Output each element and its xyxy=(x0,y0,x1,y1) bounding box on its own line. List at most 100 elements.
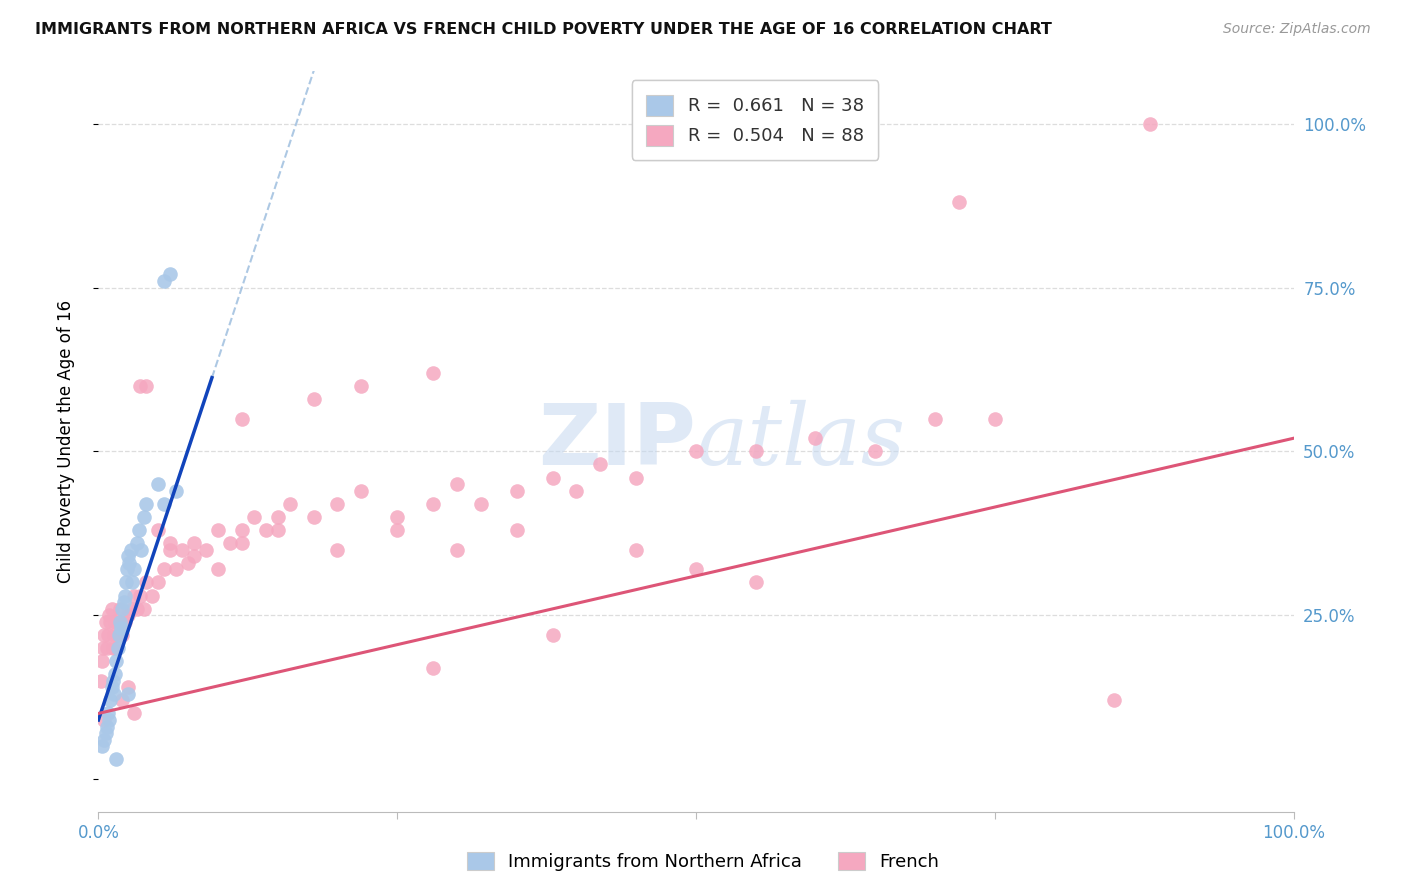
Point xyxy=(231,411,253,425)
Point xyxy=(626,542,648,557)
Point xyxy=(110,621,132,635)
Point xyxy=(506,523,529,537)
Point xyxy=(111,693,134,707)
Point xyxy=(105,640,128,655)
Point xyxy=(93,732,115,747)
Point xyxy=(207,523,229,537)
Point xyxy=(385,523,409,537)
Point xyxy=(278,497,301,511)
Point xyxy=(153,274,176,288)
Point xyxy=(100,680,122,694)
Point xyxy=(94,726,117,740)
Point xyxy=(326,542,349,557)
Point xyxy=(132,509,155,524)
Point xyxy=(100,601,122,615)
Point xyxy=(114,589,136,603)
Point xyxy=(101,640,124,655)
Point xyxy=(105,752,128,766)
Text: IMMIGRANTS FROM NORTHERN AFRICA VS FRENCH CHILD POVERTY UNDER THE AGE OF 16 CORR: IMMIGRANTS FROM NORTHERN AFRICA VS FRENC… xyxy=(35,22,1052,37)
Point xyxy=(626,470,648,484)
Point xyxy=(121,601,143,615)
Point xyxy=(135,575,157,590)
Point xyxy=(207,562,229,576)
Point xyxy=(565,483,588,498)
Point xyxy=(107,640,129,655)
Point xyxy=(120,542,142,557)
Point xyxy=(115,562,138,576)
Point xyxy=(159,536,181,550)
Point xyxy=(98,615,122,629)
Point xyxy=(177,556,200,570)
Point xyxy=(231,523,253,537)
Point xyxy=(111,601,134,615)
Point xyxy=(124,589,146,603)
Point xyxy=(804,431,827,445)
Point xyxy=(135,379,157,393)
Text: ZIP: ZIP xyxy=(538,400,696,483)
Point xyxy=(924,411,946,425)
Point xyxy=(129,379,152,393)
Point xyxy=(302,509,325,524)
Point xyxy=(267,523,290,537)
Point xyxy=(267,509,290,524)
Point xyxy=(98,608,121,623)
Point xyxy=(1139,117,1161,131)
Point xyxy=(107,628,129,642)
Point xyxy=(422,497,444,511)
Point xyxy=(148,575,170,590)
Point xyxy=(141,589,163,603)
Point xyxy=(129,589,152,603)
Point xyxy=(865,444,887,458)
Text: Source: ZipAtlas.com: Source: ZipAtlas.com xyxy=(1223,22,1371,37)
Point xyxy=(101,673,124,688)
Point xyxy=(97,706,120,721)
Point xyxy=(112,595,135,609)
Point xyxy=(385,509,409,524)
Point xyxy=(124,562,146,576)
Point xyxy=(165,562,187,576)
Point xyxy=(132,601,155,615)
Point xyxy=(159,542,181,557)
Point xyxy=(91,654,114,668)
Point xyxy=(115,575,138,590)
Point xyxy=(446,542,468,557)
Point xyxy=(254,523,277,537)
Point xyxy=(745,575,768,590)
Point xyxy=(98,693,122,707)
Point xyxy=(91,739,114,754)
Point xyxy=(195,542,218,557)
Point xyxy=(685,444,707,458)
Point xyxy=(91,640,114,655)
Point xyxy=(446,477,468,491)
Point xyxy=(350,483,373,498)
Point xyxy=(96,720,118,734)
Point xyxy=(128,523,150,537)
Point xyxy=(135,497,157,511)
Point xyxy=(165,483,187,498)
Point xyxy=(422,660,444,674)
Point xyxy=(103,628,125,642)
Point xyxy=(984,411,1007,425)
Point xyxy=(103,687,125,701)
Point xyxy=(117,549,139,564)
Point xyxy=(104,615,127,629)
Point xyxy=(121,575,143,590)
Point xyxy=(108,601,131,615)
Point xyxy=(93,628,115,642)
Point xyxy=(159,268,181,282)
Point xyxy=(111,628,134,642)
Point xyxy=(117,608,139,623)
Point xyxy=(1104,693,1126,707)
Point xyxy=(114,615,136,629)
Point xyxy=(107,615,129,629)
Point xyxy=(93,713,115,727)
Y-axis label: Child Poverty Under the Age of 16: Child Poverty Under the Age of 16 xyxy=(56,300,75,583)
Point xyxy=(104,667,127,681)
Point xyxy=(231,536,253,550)
Point xyxy=(125,536,148,550)
Point xyxy=(153,497,176,511)
Point xyxy=(183,549,205,564)
Point xyxy=(470,497,492,511)
Point xyxy=(589,458,612,472)
Point xyxy=(153,562,176,576)
